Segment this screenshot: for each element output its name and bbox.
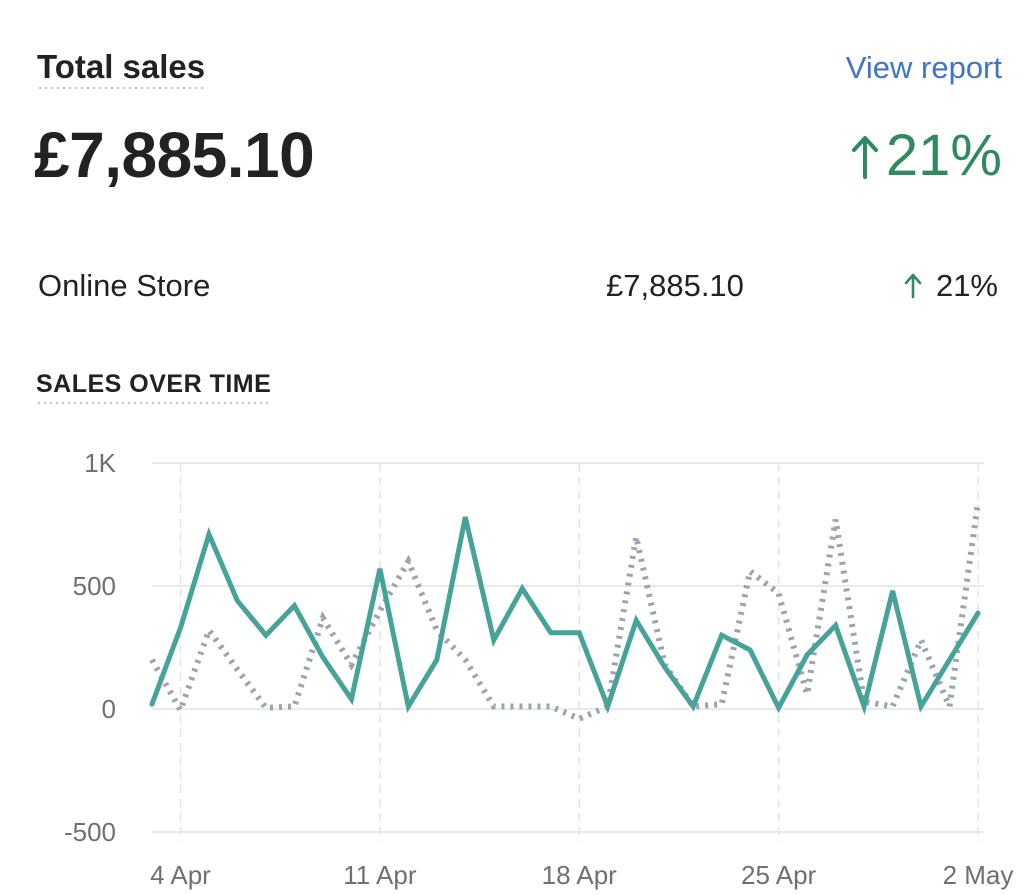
x-tick-label: 2 May xyxy=(943,860,1014,890)
x-tick-label: 25 Apr xyxy=(741,860,817,890)
y-tick-label: 0 xyxy=(102,694,116,724)
y-tick-label: 1K xyxy=(84,448,116,478)
horizontal-gridlines xyxy=(152,462,984,833)
x-axis-labels: 4 Apr 11 Apr 18 Apr 25 Apr 2 May xyxy=(150,860,1013,890)
sales-over-time-chart: 1K 500 0 -500 4 Apr 11 Apr 18 Apr 25 Apr 2 May xyxy=(64,448,1013,890)
channel-name: Online Store xyxy=(38,268,211,303)
y-tick-label: -500 xyxy=(64,817,116,847)
previous-period-line xyxy=(149,501,981,723)
total-sales-value: £7,885.10 xyxy=(34,119,315,191)
channel-amount: £7,885.10 xyxy=(606,268,744,303)
view-report-link[interactable]: View report xyxy=(845,50,1002,85)
channel-row-online-store: Online Store £7,885.10 21% xyxy=(38,264,998,308)
arrow-up-icon xyxy=(851,135,878,179)
y-tick-label: 500 xyxy=(73,571,116,601)
x-tick-label: 11 Apr xyxy=(343,860,417,890)
card-title: Total sales xyxy=(37,48,206,90)
sales-over-time-heading: SALES OVER TIME xyxy=(36,370,272,405)
channel-change-percent: 21% xyxy=(935,268,998,303)
total-change-percent: 21% xyxy=(885,123,1002,188)
arrow-up-icon xyxy=(904,273,922,299)
series-lines xyxy=(149,501,981,723)
channel-change: 21% xyxy=(904,268,998,304)
total-sales-change: 21% xyxy=(850,122,1002,189)
vertical-gridlines xyxy=(179,463,979,842)
x-tick-label: 4 Apr xyxy=(150,860,211,890)
current-period-line xyxy=(149,516,981,716)
y-axis-labels: 1K 500 0 -500 xyxy=(64,448,117,847)
x-tick-label: 18 Apr xyxy=(542,860,618,890)
